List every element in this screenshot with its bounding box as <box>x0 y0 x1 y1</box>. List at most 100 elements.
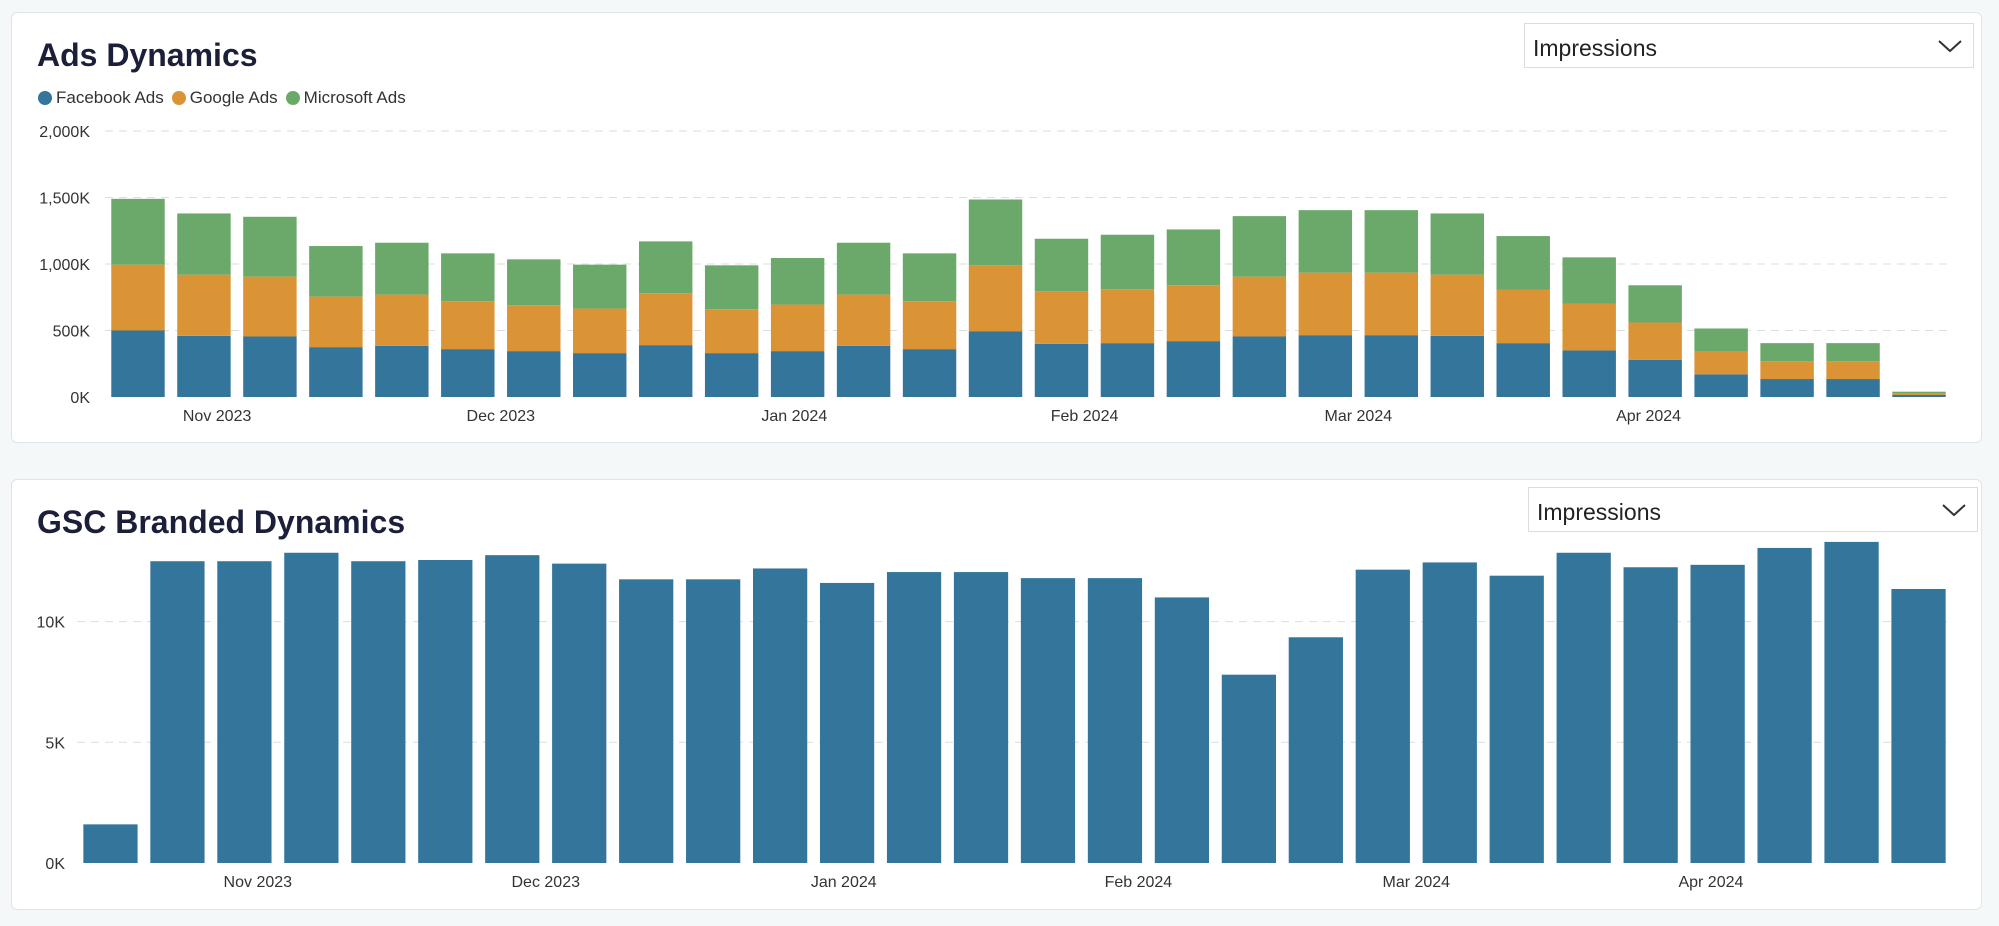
bar-segment[interactable] <box>309 347 363 397</box>
bar-segment[interactable] <box>836 345 891 397</box>
bar-segment[interactable] <box>902 253 957 302</box>
bar-segment[interactable] <box>836 242 891 295</box>
bar-segment[interactable] <box>1087 578 1143 863</box>
bar-segment[interactable] <box>619 579 674 863</box>
bar-segment[interactable] <box>309 296 363 348</box>
bar-segment[interactable] <box>1826 361 1880 380</box>
ads-metric-dropdown[interactable]: Impressions <box>1524 23 1974 68</box>
bar-segment[interactable] <box>485 555 540 863</box>
bar-segment[interactable] <box>1422 562 1477 863</box>
bar-segment[interactable] <box>1430 213 1484 275</box>
bar-segment[interactable] <box>217 561 272 863</box>
bar-segment[interactable] <box>1694 374 1748 397</box>
bar-segment[interactable] <box>770 258 825 305</box>
bar-segment[interactable] <box>441 349 495 397</box>
bar-segment[interactable] <box>1034 343 1089 397</box>
bar-segment[interactable] <box>1020 578 1076 863</box>
bar-segment[interactable] <box>753 568 808 863</box>
bar-segment[interactable] <box>1892 393 1946 396</box>
bar-segment[interactable] <box>1628 285 1682 323</box>
bar-segment[interactable] <box>507 259 561 306</box>
bar-segment[interactable] <box>1628 322 1682 360</box>
bar-segment[interactable] <box>375 294 429 346</box>
bar-segment[interactable] <box>902 349 957 397</box>
bar-segment[interactable] <box>573 264 627 309</box>
bar-segment[interactable] <box>1166 285 1221 342</box>
bar-segment[interactable] <box>1100 289 1155 344</box>
bar-segment[interactable] <box>1430 274 1484 336</box>
bar-segment[interactable] <box>686 579 741 863</box>
bar-segment[interactable] <box>1364 210 1419 273</box>
bar-segment[interactable] <box>1623 567 1678 863</box>
bar-segment[interactable] <box>111 330 165 398</box>
bar-segment[interactable] <box>1221 674 1276 863</box>
bar-segment[interactable] <box>1364 335 1419 397</box>
bar-segment[interactable] <box>968 331 1023 397</box>
bar-segment[interactable] <box>507 351 561 397</box>
bar-segment[interactable] <box>1166 229 1221 286</box>
bar-segment[interactable] <box>953 572 1009 863</box>
bar-segment[interactable] <box>1154 597 1210 863</box>
bar-segment[interactable] <box>968 199 1023 266</box>
bar-segment[interactable] <box>243 216 297 277</box>
bar-segment[interactable] <box>638 345 693 397</box>
bar-segment[interactable] <box>1489 575 1544 863</box>
bar-segment[interactable] <box>177 274 231 336</box>
legend-item-facebook[interactable]: Facebook Ads <box>38 88 164 108</box>
bar-segment[interactable] <box>1826 343 1880 362</box>
bar-segment[interactable] <box>1628 359 1682 397</box>
bar-segment[interactable] <box>1556 552 1611 863</box>
bar-segment[interactable] <box>441 253 495 302</box>
bar-segment[interactable] <box>83 824 138 863</box>
bar-segment[interactable] <box>1562 350 1616 397</box>
legend-item-microsoft[interactable]: Microsoft Ads <box>285 88 406 108</box>
bar-segment[interactable] <box>1034 291 1089 344</box>
bar-segment[interactable] <box>1562 257 1616 304</box>
bar-segment[interactable] <box>770 304 825 352</box>
bar-segment[interactable] <box>1232 336 1287 397</box>
bar-segment[interactable] <box>441 301 495 350</box>
bar-segment[interactable] <box>1826 379 1880 397</box>
bar-segment[interactable] <box>284 552 339 863</box>
bar-segment[interactable] <box>819 582 875 863</box>
bar-segment[interactable] <box>1757 547 1812 863</box>
bar-segment[interactable] <box>1760 343 1814 362</box>
bar-segment[interactable] <box>1364 272 1419 336</box>
bar-segment[interactable] <box>1892 391 1946 394</box>
bar-segment[interactable] <box>1694 328 1748 352</box>
bar-segment[interactable] <box>886 572 942 863</box>
bar-segment[interactable] <box>1355 569 1410 863</box>
bar-segment[interactable] <box>968 265 1023 332</box>
bar-segment[interactable] <box>1496 289 1550 344</box>
bar-segment[interactable] <box>1760 379 1814 397</box>
bar-segment[interactable] <box>243 336 297 397</box>
bar-segment[interactable] <box>573 353 627 397</box>
bar-segment[interactable] <box>1288 637 1343 863</box>
bar-segment[interactable] <box>375 345 429 397</box>
bar-segment[interactable] <box>1562 303 1616 351</box>
bar-segment[interactable] <box>704 353 759 397</box>
bar-segment[interactable] <box>1496 236 1550 290</box>
bar-segment[interactable] <box>1100 234 1155 290</box>
legend-item-google[interactable]: Google Ads <box>171 88 278 108</box>
bar-segment[interactable] <box>1891 588 1946 863</box>
bar-segment[interactable] <box>111 264 165 331</box>
bar-segment[interactable] <box>902 301 957 350</box>
bar-segment[interactable] <box>1034 238 1089 292</box>
bar-segment[interactable] <box>1298 272 1353 336</box>
bar-segment[interactable] <box>1430 335 1484 397</box>
bar-segment[interactable] <box>573 308 627 354</box>
gsc-metric-dropdown[interactable]: Impressions <box>1528 487 1978 532</box>
bar-segment[interactable] <box>1690 564 1745 863</box>
bar-segment[interactable] <box>1694 351 1748 375</box>
bar-segment[interactable] <box>1232 276 1287 337</box>
bar-segment[interactable] <box>1100 343 1155 397</box>
bar-segment[interactable] <box>836 294 891 346</box>
bar-segment[interactable] <box>418 560 473 863</box>
bar-segment[interactable] <box>1298 335 1353 397</box>
bar-segment[interactable] <box>1892 395 1946 397</box>
bar-segment[interactable] <box>1232 216 1287 277</box>
bar-segment[interactable] <box>351 561 406 863</box>
bar-segment[interactable] <box>1824 541 1879 863</box>
bar-segment[interactable] <box>111 198 165 265</box>
